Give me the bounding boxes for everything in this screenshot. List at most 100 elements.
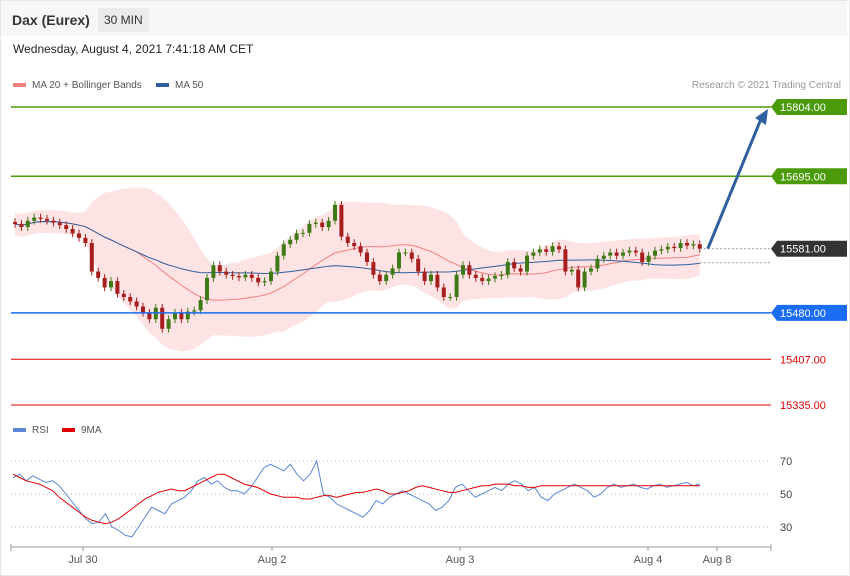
candle-body: [435, 274, 440, 288]
candle-body: [397, 252, 401, 269]
candle-body: [121, 293, 126, 297]
chart-header: Dax (Eurex) 30 MIN: [1, 1, 847, 36]
candle-body: [345, 236, 350, 243]
candle-body: [646, 255, 651, 263]
candle-body: [13, 222, 17, 224]
level-tag: [771, 168, 847, 185]
candle-body: [557, 246, 561, 250]
candle-body: [633, 250, 638, 253]
candle-body: [205, 277, 209, 301]
candle-body: [275, 255, 280, 272]
bollinger-band-area: [15, 187, 700, 352]
candle-body: [96, 271, 101, 278]
level-label: 15480.00: [780, 308, 826, 320]
candle-body: [518, 268, 523, 272]
candle-body: [665, 246, 670, 250]
candle-body: [448, 296, 453, 298]
candle-body: [230, 274, 235, 277]
candle-body: [441, 287, 446, 297]
candle-body: [454, 274, 459, 297]
candle-body: [45, 218, 49, 221]
candle-body: [326, 220, 331, 228]
candle-body: [307, 223, 312, 233]
legend-ma50: MA 50: [156, 80, 203, 92]
candle-body: [38, 217, 43, 219]
candle-body: [377, 274, 382, 282]
level-tag: [771, 99, 847, 115]
ma20-label: MA 20 + Bollinger Bands: [32, 80, 142, 91]
timeframe-badge[interactable]: 30 MIN: [98, 8, 149, 32]
candle-body: [281, 244, 286, 256]
rsi-ma9-line: [12, 473, 700, 525]
candle-body: [653, 250, 657, 256]
candle-body: [582, 271, 587, 288]
candle-body: [320, 222, 325, 228]
candle-body: [115, 281, 120, 294]
candle-body: [134, 301, 139, 307]
candle-body: [224, 271, 229, 275]
candle-body: [576, 269, 581, 288]
candle-body: [102, 277, 107, 288]
candle-body: [499, 274, 504, 277]
candle-body: [384, 274, 389, 282]
candle-body: [697, 244, 702, 249]
ma50-line: [14, 220, 700, 274]
candle-body: [160, 307, 165, 329]
candle-body: [358, 246, 363, 253]
candle-body: [211, 265, 216, 278]
x-tick-label: Aug 4: [634, 554, 663, 566]
candle-body: [173, 312, 177, 320]
x-tick-label: Aug 8: [703, 554, 732, 566]
candle-body: [659, 249, 664, 251]
credit-text: Research © 2021 Trading Central: [691, 80, 841, 91]
candle-body: [621, 252, 625, 256]
forecast-arrow-shaft: [706, 118, 763, 250]
level-label: 15407.00: [780, 354, 826, 366]
candle-body: [288, 239, 293, 245]
candle-body: [294, 233, 299, 240]
candle-body: [685, 242, 689, 246]
candle-body: [473, 274, 478, 278]
candle-body: [480, 277, 485, 282]
candle-body: [512, 262, 517, 269]
candle-body: [409, 252, 414, 259]
x-tick-label: Aug 2: [258, 554, 287, 566]
level-label: 15804.00: [780, 102, 826, 114]
candle-body: [691, 244, 696, 246]
ma50-swatch: [156, 83, 169, 88]
level-label: 15581.00: [780, 244, 826, 256]
ma9-swatch: [62, 428, 75, 433]
ma50-label: MA 50: [175, 80, 204, 91]
candle-body: [390, 268, 395, 275]
candle-body: [569, 269, 574, 272]
forecast-arrow-head: [755, 109, 768, 125]
candle-body: [505, 262, 510, 275]
level-tag: [771, 240, 847, 257]
candle-body: [467, 265, 472, 275]
candle-body: [25, 220, 30, 228]
x-tick-label: Jul 30: [68, 554, 97, 566]
candle-body: [403, 252, 408, 254]
candle-body: [166, 319, 171, 329]
candle-body: [333, 204, 337, 221]
rsi-level-label: 50: [780, 489, 792, 501]
candle-body: [141, 306, 145, 313]
candle-body: [422, 271, 427, 282]
candle-body: [109, 281, 113, 288]
candle-body: [147, 312, 152, 320]
candle-body: [32, 217, 37, 221]
candle-body: [352, 242, 357, 247]
legend-ma9: 9MA: [62, 425, 102, 437]
candle-body: [365, 252, 369, 263]
candle-body: [64, 225, 69, 229]
rsi-swatch: [13, 428, 26, 433]
candle-body: [595, 258, 600, 269]
level-tag: [771, 304, 847, 321]
candle-body: [301, 232, 305, 234]
candle-body: [429, 274, 433, 282]
candle-body: [339, 204, 344, 237]
candle-body: [601, 255, 606, 259]
candle-body: [614, 252, 619, 256]
candle-body: [461, 265, 465, 275]
